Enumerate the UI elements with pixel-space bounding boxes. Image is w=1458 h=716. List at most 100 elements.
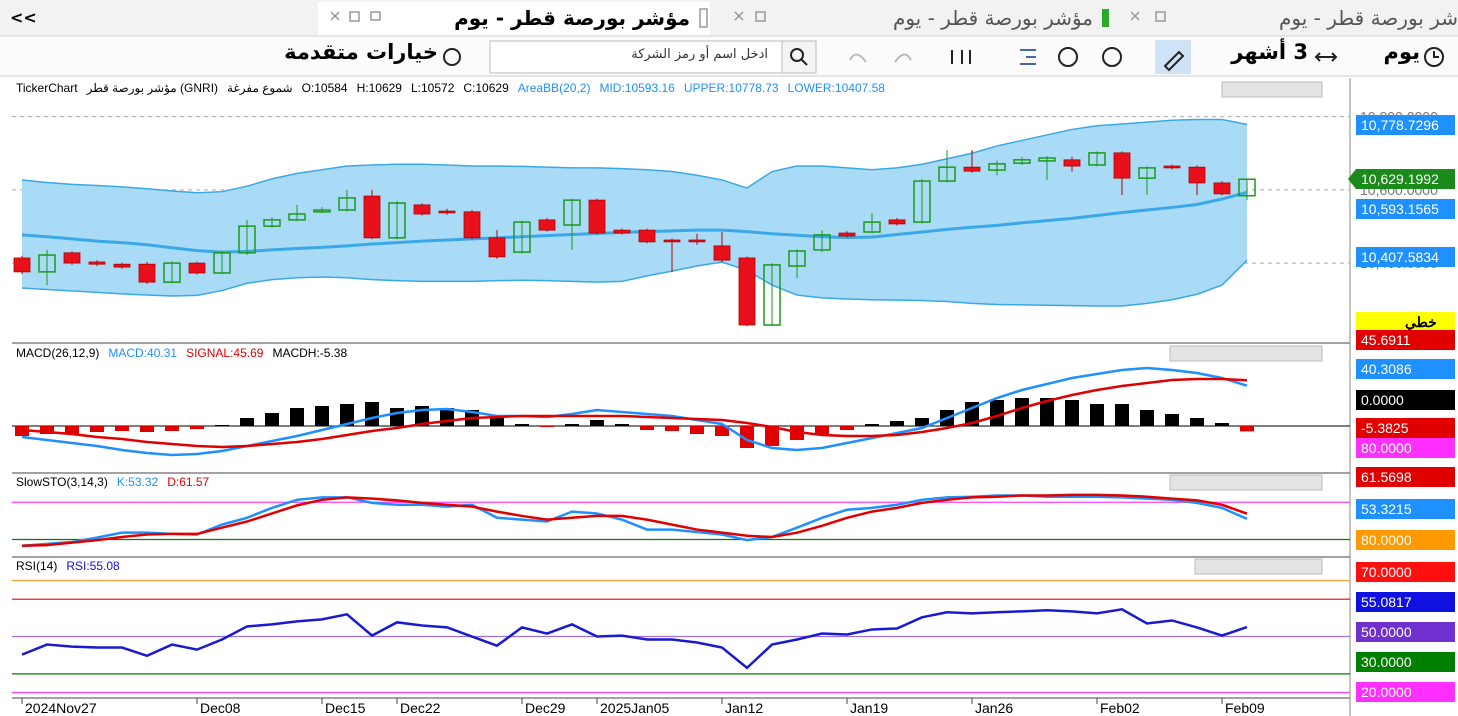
histogram-bar	[615, 424, 629, 426]
indicator-line	[21, 118, 1248, 194]
advanced-options[interactable]: خيارات متقدمة	[284, 40, 438, 64]
histogram-bar	[115, 426, 129, 431]
tab-title[interactable]: مؤشر بورصة قطر - يوم	[892, 6, 1093, 30]
histogram-bar	[740, 426, 754, 448]
price-controls[interactable]	[1221, 81, 1323, 98]
tab-title[interactable]: شر بورصة قطر - يوم	[1279, 6, 1458, 30]
candle-body	[438, 210, 456, 214]
candle-body	[863, 221, 881, 233]
candle-body	[88, 261, 106, 265]
candle-body	[463, 211, 481, 239]
tab-title[interactable]: مؤشر بورصة قطر - يوم	[454, 6, 690, 30]
search-placeholder[interactable]: ادخل اسم أو رمز الشركة	[631, 47, 768, 62]
tab-icons	[330, 8, 1166, 28]
candle-body	[888, 219, 906, 225]
indicator-line	[21, 494, 1248, 547]
range-icon[interactable]	[1314, 52, 1338, 62]
close-icon[interactable]	[1130, 11, 1140, 21]
legend: MACD(26,12,9) MACD:40.31 SIGNAL:45.69 MACDH…	[16, 346, 347, 360]
list-icon[interactable]	[1020, 49, 1036, 65]
axis-badge	[1356, 467, 1455, 487]
float-icon[interactable]	[370, 11, 381, 21]
axis-badge-label: 0.0000	[1361, 392, 1404, 408]
x-tick-label: Jan19	[850, 700, 888, 716]
close-icon[interactable]	[734, 11, 744, 21]
tab-bar	[0, 0, 1458, 36]
axis-badge-label: 80.0000	[1361, 532, 1412, 548]
undo-icon[interactable]	[849, 53, 867, 63]
close-icon[interactable]	[330, 11, 340, 21]
candle-body	[688, 239, 706, 243]
max-icon[interactable]	[349, 11, 360, 22]
axis-badge	[1356, 592, 1455, 612]
candle-body	[13, 257, 31, 273]
redo-icon[interactable]	[894, 53, 912, 63]
stoch-controls[interactable]	[1169, 474, 1323, 491]
macd-controls[interactable]	[1169, 345, 1323, 362]
alert-icon[interactable]	[1058, 47, 1078, 67]
axis-badge	[1356, 115, 1455, 135]
rsi-controls[interactable]	[1194, 558, 1323, 575]
x-tick-label: Dec22	[400, 700, 441, 716]
indicator-line	[21, 377, 1248, 449]
draw-icon[interactable]	[1163, 50, 1185, 72]
clock-icon[interactable]	[1424, 47, 1444, 67]
axis-badge	[1356, 530, 1455, 550]
axis-badge-label: 70.0000	[1361, 564, 1412, 580]
histogram-bar	[340, 404, 354, 426]
axis-badge	[1356, 682, 1455, 702]
histogram-bar	[265, 413, 279, 426]
histogram-bar	[715, 426, 729, 436]
histogram-bar	[1065, 400, 1079, 426]
axis-badge-label: 40.3086	[1361, 361, 1412, 377]
axis-badge	[1356, 438, 1455, 458]
max-icon[interactable]	[1155, 11, 1166, 22]
candle-body	[388, 202, 406, 239]
histogram-bar	[990, 400, 1004, 426]
histogram-bar	[165, 426, 179, 431]
compare-icon[interactable]	[951, 50, 971, 64]
candle-body	[38, 254, 56, 273]
search-button[interactable]	[781, 40, 817, 74]
legend-item: K:53.32	[116, 475, 159, 489]
histogram-bar	[590, 420, 604, 426]
axis-badge-label: 45.6911	[1361, 332, 1411, 348]
axis-badge-label: 10,778.7296	[1361, 117, 1439, 133]
histogram-bar	[1165, 414, 1179, 426]
candle-body	[1013, 159, 1031, 164]
gear-icon[interactable]	[443, 48, 461, 66]
candle-body	[638, 229, 656, 243]
histogram-bar	[965, 402, 979, 426]
collapse-button[interactable]: <<	[10, 8, 37, 27]
histogram-bar	[290, 408, 304, 426]
legend-item: C:10629	[463, 81, 509, 95]
candle-body	[1138, 167, 1156, 179]
candle-body	[213, 252, 231, 274]
indicator-icon[interactable]	[1102, 47, 1122, 67]
active-tab-bg[interactable]	[318, 2, 710, 36]
range-button[interactable]: 3 أشهر	[1231, 40, 1308, 64]
axis-badge	[1356, 499, 1455, 519]
candle-body	[288, 213, 306, 221]
max-icon[interactable]	[755, 11, 766, 22]
candle-body	[763, 264, 781, 326]
axis-badge-label: 30.0000	[1361, 654, 1412, 670]
candle-body	[238, 225, 256, 254]
legend-item: MACDH:-5.38	[272, 346, 348, 360]
legend: SlowSTO(3,14,3) K:53.32 D:61.57	[16, 475, 209, 489]
legend-item: شموع مفرغة	[227, 81, 293, 95]
indicator-line	[21, 190, 1248, 254]
histogram-bar	[665, 426, 679, 431]
candle-body	[588, 199, 606, 234]
period-button[interactable]: يوم	[1383, 40, 1420, 64]
candle-body	[1038, 157, 1056, 162]
axis-badge	[1356, 652, 1455, 672]
axis-badge	[1356, 359, 1455, 379]
candle-body	[938, 166, 956, 182]
indicator-line	[21, 493, 1248, 547]
histogram-bar	[1115, 404, 1129, 426]
search-box[interactable]	[489, 40, 783, 74]
histogram-bar	[840, 426, 854, 430]
